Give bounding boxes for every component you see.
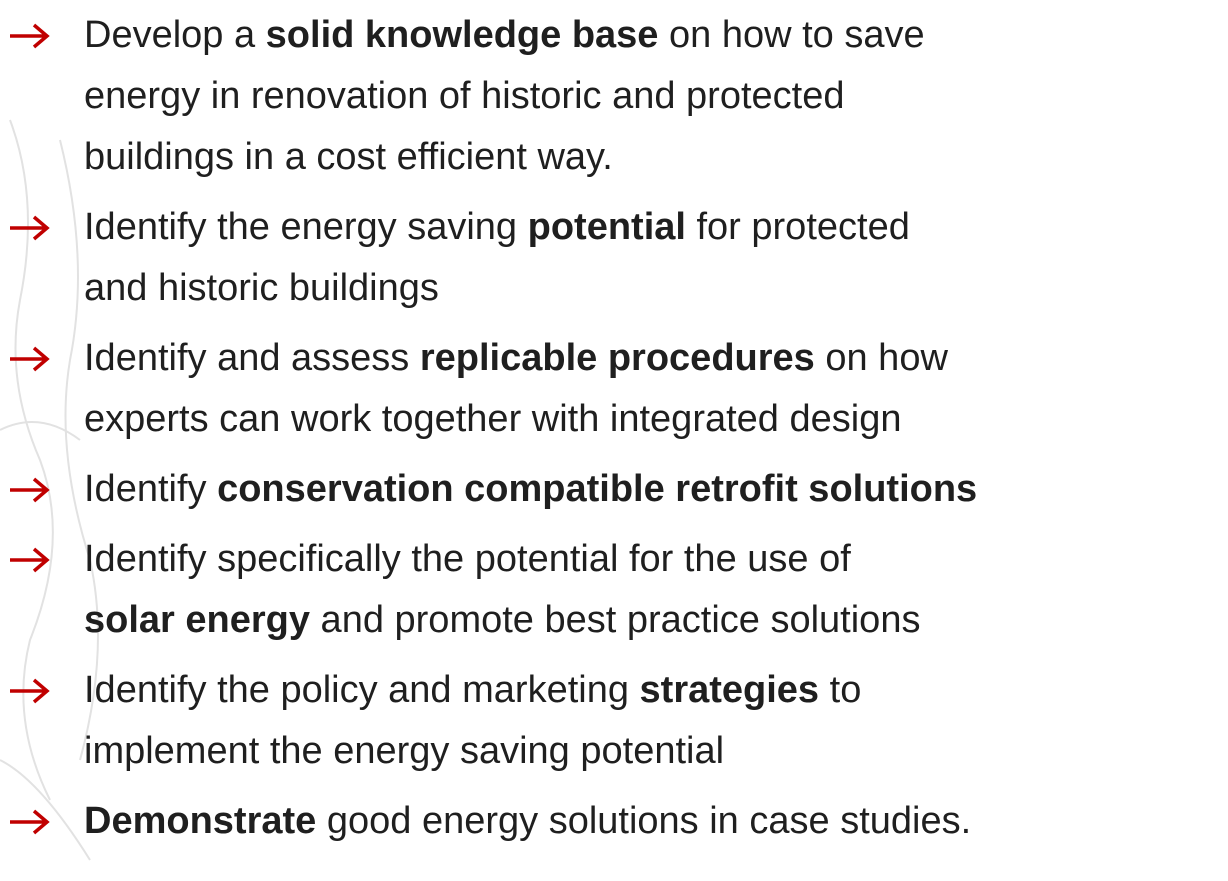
text-line: experts can work together with integrate… [84, 389, 1228, 450]
text-run: Identify [84, 468, 217, 510]
text-line: implement the energy saving potential [84, 721, 1228, 782]
bullet-arrow [8, 676, 52, 706]
text-line: buildings in a cost efficient way. [84, 127, 1228, 188]
bullet-arrow [8, 545, 52, 575]
text-run: Identify the energy saving [84, 206, 528, 248]
bold-text: conservation compatible retrofit solutio… [217, 468, 977, 510]
bullet-arrow [8, 21, 52, 51]
list-item: Identify specifically the potential for … [0, 529, 1228, 651]
text-line: solar energy and promote best practice s… [84, 590, 1228, 651]
slide: Develop a solid knowledge base on how to… [0, 0, 1228, 881]
objectives-list: Develop a solid knowledge base on how to… [0, 5, 1228, 861]
text-run: to [819, 669, 861, 711]
text-run: good energy solutions in case studies. [316, 800, 971, 842]
text-run: on how [815, 337, 948, 379]
text-line: Identify the policy and marketing strate… [84, 660, 1228, 721]
text-run: experts can work together with integrate… [84, 398, 901, 440]
list-item: Identify and assess replicable procedure… [0, 328, 1228, 450]
text-line: Demonstrate good energy solutions in cas… [84, 791, 1228, 852]
list-item: Identify the energy saving potential for… [0, 197, 1228, 319]
text-line: Identify and assess replicable procedure… [84, 328, 1228, 389]
text-line: Develop a solid knowledge base on how to… [84, 5, 1228, 66]
text-run: on how to save [658, 14, 924, 56]
list-item: Develop a solid knowledge base on how to… [0, 5, 1228, 188]
text-run: Identify specifically the potential for … [84, 538, 851, 580]
text-line: Identify conservation compatible retrofi… [84, 459, 1228, 520]
text-run: Develop a [84, 14, 266, 56]
text-run: and historic buildings [84, 267, 439, 309]
bold-text: replicable procedures [420, 337, 815, 379]
bold-text: solar energy [84, 599, 310, 641]
bold-text: potential [528, 206, 686, 248]
bullet-arrow [8, 213, 52, 243]
text-run: and promote best practice solutions [310, 599, 920, 641]
list-item: Demonstrate good energy solutions in cas… [0, 791, 1228, 852]
text-run: energy in renovation of historic and pro… [84, 75, 844, 117]
list-item: Identify the policy and marketing strate… [0, 660, 1228, 782]
list-item: Identify conservation compatible retrofi… [0, 459, 1228, 520]
text-run: Identify and assess [84, 337, 420, 379]
bold-text: strategies [640, 669, 820, 711]
text-run: buildings in a cost efficient way. [84, 136, 613, 178]
text-run: Identify the policy and marketing [84, 669, 640, 711]
text-line: energy in renovation of historic and pro… [84, 66, 1228, 127]
bullet-arrow [8, 344, 52, 374]
text-line: and historic buildings [84, 258, 1228, 319]
bullet-arrow [8, 807, 52, 837]
bullet-arrow [8, 475, 52, 505]
bold-text: solid knowledge base [266, 14, 659, 56]
bold-text: Demonstrate [84, 800, 316, 842]
text-run: for protected [686, 206, 910, 248]
text-line: Identify the energy saving potential for… [84, 197, 1228, 258]
text-line: Identify specifically the potential for … [84, 529, 1228, 590]
text-run: implement the energy saving potential [84, 730, 724, 772]
